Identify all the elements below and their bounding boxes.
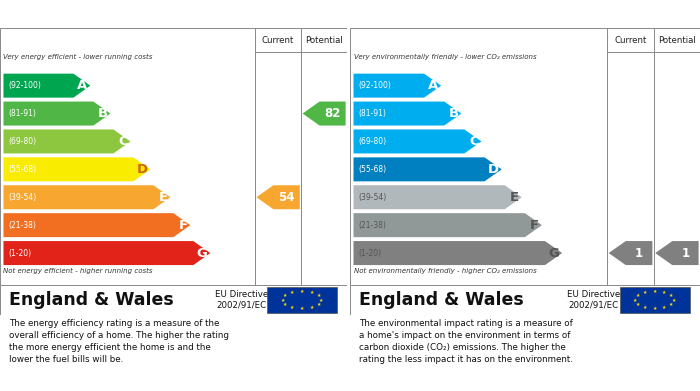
Text: ★: ★ — [662, 290, 666, 295]
Text: ★: ★ — [284, 293, 288, 298]
Text: (55-68): (55-68) — [358, 165, 387, 174]
Text: (39-54): (39-54) — [358, 193, 387, 202]
Polygon shape — [302, 102, 346, 126]
Text: Potential: Potential — [658, 36, 696, 45]
Text: ★: ★ — [669, 302, 673, 307]
Text: (21-38): (21-38) — [8, 221, 36, 230]
Text: ★: ★ — [316, 302, 321, 307]
Text: ★: ★ — [636, 293, 640, 298]
Polygon shape — [354, 102, 461, 126]
Text: ★: ★ — [281, 298, 285, 303]
Text: 54: 54 — [279, 191, 295, 204]
Text: ★: ★ — [284, 302, 288, 307]
Polygon shape — [4, 213, 190, 237]
Text: ★: ★ — [309, 305, 314, 310]
Text: (39-54): (39-54) — [8, 193, 37, 202]
Bar — [620, 287, 690, 312]
Text: 1: 1 — [681, 247, 690, 260]
Text: Current: Current — [262, 36, 294, 45]
Text: ★: ★ — [309, 290, 314, 295]
Polygon shape — [354, 241, 562, 265]
Polygon shape — [655, 241, 699, 265]
Text: D: D — [136, 163, 148, 176]
Text: (81-91): (81-91) — [358, 109, 386, 118]
Text: E: E — [510, 191, 519, 204]
Text: ★: ★ — [633, 298, 638, 303]
Text: B: B — [449, 107, 458, 120]
Text: (81-91): (81-91) — [8, 109, 36, 118]
Text: 1: 1 — [635, 247, 643, 260]
Text: ★: ★ — [669, 293, 673, 298]
Text: G: G — [197, 247, 207, 260]
Polygon shape — [354, 185, 522, 209]
Text: ★: ★ — [652, 306, 657, 311]
Text: C: C — [118, 135, 127, 148]
Text: (92-100): (92-100) — [358, 81, 391, 90]
Text: ★: ★ — [652, 289, 657, 294]
Text: D: D — [488, 163, 499, 176]
Text: ★: ★ — [316, 293, 321, 298]
Text: ★: ★ — [636, 302, 640, 307]
Text: EU Directive
2002/91/EC: EU Directive 2002/91/EC — [214, 290, 268, 310]
Text: ★: ★ — [300, 306, 304, 311]
Text: Very energy efficient - lower running costs: Very energy efficient - lower running co… — [4, 54, 153, 60]
Text: (69-80): (69-80) — [358, 137, 387, 146]
Polygon shape — [4, 157, 150, 181]
Text: (69-80): (69-80) — [8, 137, 37, 146]
Text: A: A — [78, 79, 88, 92]
Text: Energy Efficiency Rating: Energy Efficiency Rating — [8, 7, 192, 20]
Text: (55-68): (55-68) — [8, 165, 37, 174]
Text: C: C — [469, 135, 479, 148]
Text: F: F — [530, 219, 539, 231]
Polygon shape — [354, 74, 441, 98]
Polygon shape — [4, 185, 170, 209]
Text: The environmental impact rating is a measure of
a home's impact on the environme: The environmental impact rating is a mea… — [358, 319, 573, 364]
Text: ★: ★ — [671, 298, 676, 303]
Text: Potential: Potential — [305, 36, 343, 45]
Text: Environmental Impact (CO₂) Rating: Environmental Impact (CO₂) Rating — [358, 7, 621, 20]
Text: E: E — [158, 191, 167, 204]
Text: ★: ★ — [643, 290, 647, 295]
Polygon shape — [256, 185, 300, 209]
Text: Not environmentally friendly - higher CO₂ emissions: Not environmentally friendly - higher CO… — [354, 268, 536, 274]
Bar — [267, 287, 337, 312]
Text: (92-100): (92-100) — [8, 81, 41, 90]
Text: ★: ★ — [290, 305, 295, 310]
Polygon shape — [4, 102, 111, 126]
Polygon shape — [354, 157, 502, 181]
Polygon shape — [4, 74, 90, 98]
Text: A: A — [428, 79, 438, 92]
Text: F: F — [178, 219, 188, 231]
Text: Very environmentally friendly - lower CO₂ emissions: Very environmentally friendly - lower CO… — [354, 54, 536, 60]
Text: England & Wales: England & Wales — [358, 291, 524, 309]
Text: EU Directive
2002/91/EC: EU Directive 2002/91/EC — [566, 290, 620, 310]
Text: (1-20): (1-20) — [358, 249, 382, 258]
Text: Not energy efficient - higher running costs: Not energy efficient - higher running co… — [4, 268, 153, 274]
Text: ★: ★ — [643, 305, 647, 310]
Text: (1-20): (1-20) — [8, 249, 32, 258]
Polygon shape — [608, 241, 652, 265]
Text: England & Wales: England & Wales — [8, 291, 174, 309]
Text: ★: ★ — [662, 305, 666, 310]
Text: G: G — [548, 247, 559, 260]
Text: 82: 82 — [324, 107, 341, 120]
Text: (21-38): (21-38) — [358, 221, 386, 230]
Text: ★: ★ — [300, 289, 304, 294]
Text: B: B — [97, 107, 108, 120]
Text: ★: ★ — [318, 298, 323, 303]
Polygon shape — [4, 129, 130, 153]
Polygon shape — [354, 213, 542, 237]
Polygon shape — [4, 241, 210, 265]
Text: Current: Current — [615, 36, 647, 45]
Text: The energy efficiency rating is a measure of the
overall efficiency of a home. T: The energy efficiency rating is a measur… — [8, 319, 229, 364]
Polygon shape — [354, 129, 482, 153]
Text: ★: ★ — [290, 290, 295, 295]
